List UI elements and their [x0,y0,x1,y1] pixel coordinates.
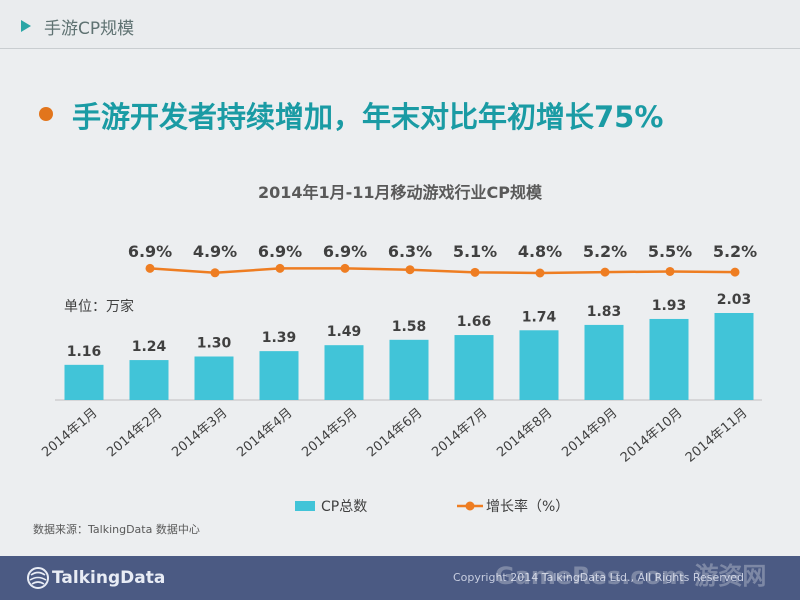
unit-label: 单位：万家 [64,299,134,315]
bar-data-label: 1.74 [522,309,557,325]
bar-data-label: 1.16 [67,344,102,360]
headline: 手游开发者持续增加，年末对比年初增长75% [72,100,664,134]
play-arrow-icon [21,20,31,32]
bar-data-label: 1.83 [587,304,622,320]
x-tick-label: 2014年11月 [683,406,751,466]
watermark: GameRes.com 游资网 [495,562,767,590]
rate-point [665,266,675,276]
bar [454,335,494,400]
rate-data-label: 6.9% [258,242,302,261]
bar [519,330,559,400]
bar [194,356,234,400]
rate-point [275,263,285,273]
bar-data-label: 1.93 [652,298,687,314]
x-tick-label: 2014年5月 [299,406,360,461]
bar-data-label: 1.66 [457,314,492,330]
talkingdata-logo-icon [27,567,49,589]
x-tick-label: 2014年3月 [169,406,230,461]
rate-data-label: 5.1% [453,242,497,261]
bar [324,345,364,400]
rate-point [600,267,610,277]
bar-data-label: 1.24 [132,339,167,355]
bar [584,324,624,400]
bar-data-label: 1.58 [392,319,427,335]
rate-point [535,268,545,278]
rate-point [470,267,480,277]
bar [389,339,429,400]
bar [259,351,299,400]
x-tick-label: 2014年4月 [234,406,295,461]
rate-data-label: 5.2% [713,242,757,261]
rate-line [149,267,736,275]
legend: CP总数 增长率（%） [0,495,800,517]
bar-data-label: 1.39 [262,330,297,346]
bar [129,360,169,400]
chart-title: 2014年1月-11月移动游戏行业CP规模 [257,183,543,202]
bar [64,364,104,400]
rate-data-label: 4.9% [193,242,237,261]
legend-line-marker-icon [457,501,483,511]
rate-data-label: 6.3% [388,242,432,261]
bar-data-label: 2.03 [717,292,752,308]
section-title: 手游CP规模 [44,19,135,39]
x-tick-label: 2014年9月 [559,406,620,461]
x-tick-label: 2014年2月 [104,406,165,461]
rate-data-label: 5.2% [583,242,627,261]
legend-bar-swatch [295,501,315,511]
bar [649,318,689,400]
x-tick-label: 2014年7月 [429,406,490,461]
rate-point [145,263,155,273]
rate-point [210,268,220,278]
x-tick-label: 2014年6月 [364,406,425,461]
copyright-text: Copyright 2014 TalkingData Ltd., All Rig… [453,571,745,584]
x-tick-label: 2014年10月 [618,406,686,466]
bar-data-label: 1.49 [327,324,362,340]
source-note: 数据来源：TalkingData 数据中心 [33,523,200,536]
divider [0,48,800,49]
x-tick-label: 2014年1月 [39,406,100,461]
rate-data-label: 5.5% [648,242,692,261]
rate-point [730,267,740,277]
rate-data-label: 6.9% [323,242,367,261]
legend-label-cp: CP总数 [321,499,368,515]
footer-bar: TalkingData Copyright 2014 TalkingData L… [0,556,800,600]
header-bar: 手游CP规模 [0,0,800,48]
legend-label-rate: 增长率（%） [486,499,570,515]
bullet-dot-icon [39,107,53,121]
rate-point [340,263,350,273]
rate-data-label: 6.9% [128,242,172,261]
rate-data-label: 4.8% [518,242,562,261]
logo-text: TalkingData [52,568,166,588]
x-tick-label: 2014年8月 [494,406,555,461]
bar [714,313,754,400]
bar-data-label: 1.30 [197,336,232,352]
rate-point [405,265,415,275]
